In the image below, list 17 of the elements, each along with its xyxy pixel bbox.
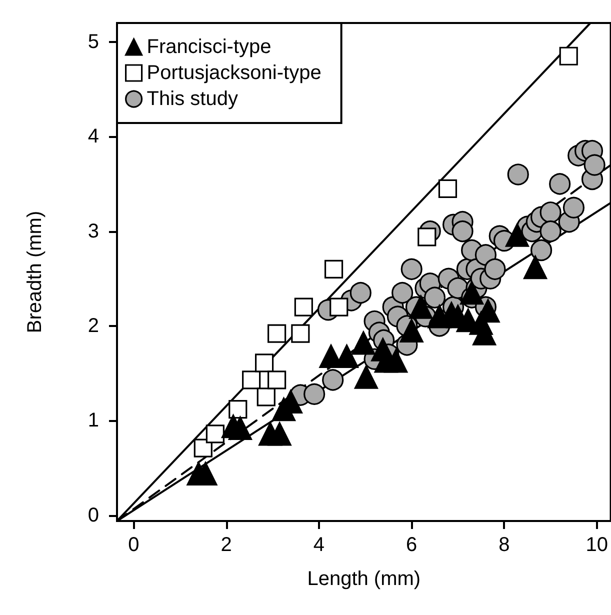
x-tick-label: 10	[586, 534, 608, 556]
legend-label: This study	[146, 88, 238, 110]
legend-label: Francisci-type	[146, 36, 272, 58]
legend-label: Portusjacksoni-type	[146, 62, 322, 84]
x-axis-title: Length (mm)	[307, 568, 421, 590]
y-tick-label: 5	[88, 30, 99, 53]
y-tick-label: 1	[88, 410, 99, 432]
y-tick-label: 3	[88, 220, 99, 242]
y-axis-title: Breadth (mm)	[24, 210, 46, 334]
x-tick-label: 6	[406, 534, 418, 556]
x-tick-label: 4	[313, 534, 325, 556]
y-tick-label: 0	[88, 504, 99, 526]
y-tick-label: 4	[88, 126, 99, 148]
x-tick-label: 0	[128, 534, 140, 556]
y-tick-label: 2	[88, 314, 99, 337]
x-tick-label: 8	[498, 534, 510, 556]
x-tick-label: 2	[220, 534, 232, 556]
